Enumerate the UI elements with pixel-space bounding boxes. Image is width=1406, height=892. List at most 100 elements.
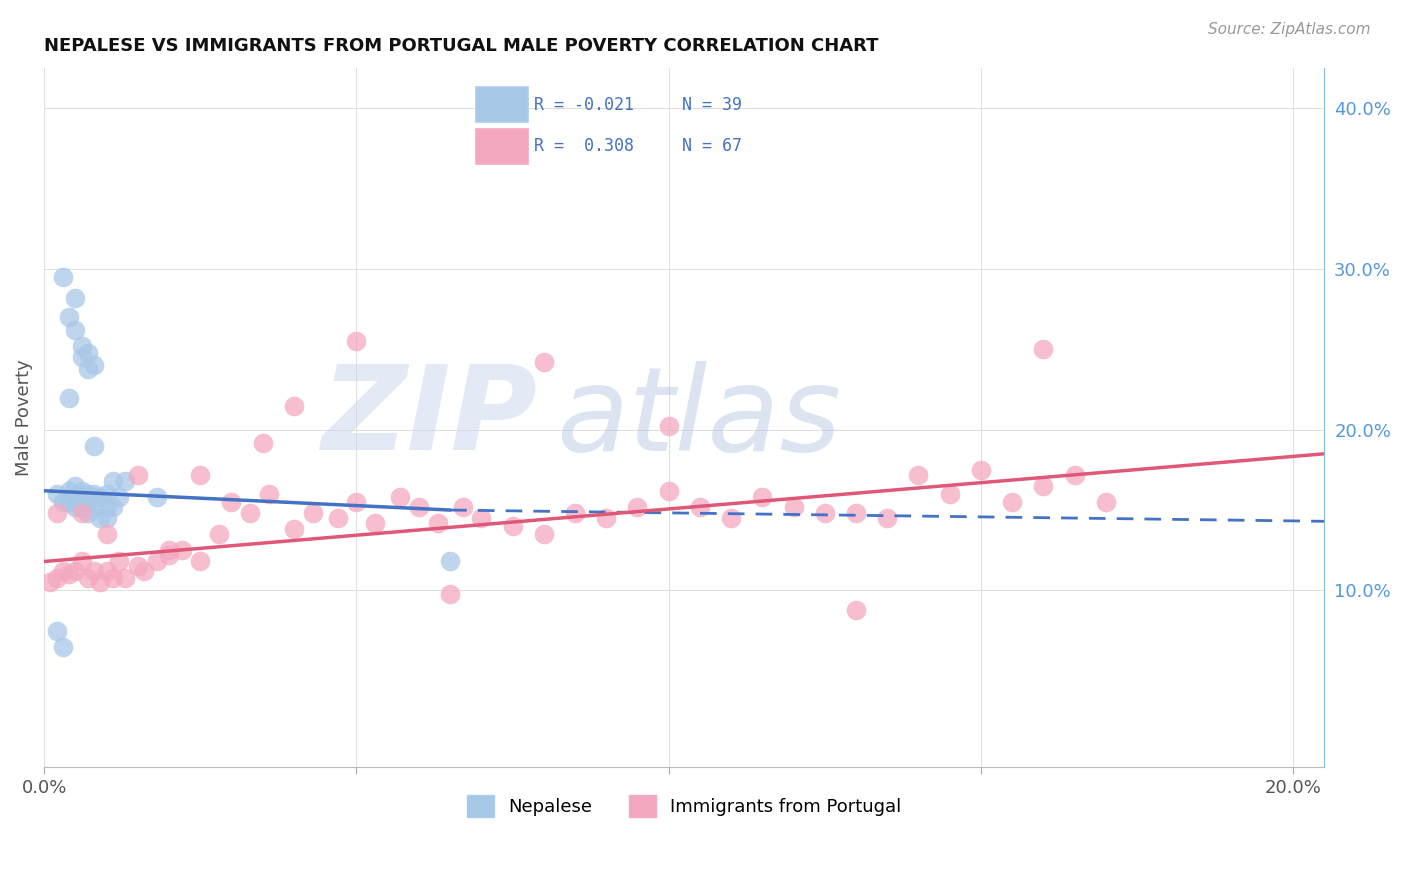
Point	[58, 483, 80, 498]
Point	[58, 495, 80, 509]
Point	[907, 467, 929, 482]
Point	[65, 564, 87, 578]
Point	[45, 487, 67, 501]
Point	[76, 345, 98, 359]
Point	[1001, 495, 1024, 509]
Point	[470, 511, 492, 525]
Point	[52, 269, 75, 284]
Point	[89, 490, 111, 504]
Point	[96, 500, 118, 514]
Text: Source: ZipAtlas.com: Source: ZipAtlas.com	[1208, 22, 1371, 37]
Point	[83, 564, 105, 578]
Point	[364, 516, 387, 530]
Point	[70, 339, 93, 353]
Point	[782, 500, 804, 514]
Point	[439, 587, 461, 601]
Point	[689, 500, 711, 514]
Point	[70, 351, 93, 365]
Point	[751, 490, 773, 504]
Point	[595, 511, 617, 525]
Point	[301, 506, 323, 520]
Point	[65, 479, 87, 493]
Point	[58, 310, 80, 325]
Point	[108, 490, 131, 504]
Point	[65, 500, 87, 514]
Point	[65, 490, 87, 504]
Y-axis label: Male Poverty: Male Poverty	[15, 359, 32, 476]
Point	[45, 570, 67, 584]
Point	[101, 570, 124, 584]
Point	[83, 439, 105, 453]
Point	[52, 495, 75, 509]
Point	[70, 500, 93, 514]
Point	[1094, 495, 1116, 509]
Point	[83, 359, 105, 373]
Point	[45, 624, 67, 638]
Point	[89, 575, 111, 590]
Point	[83, 487, 105, 501]
Point	[252, 435, 274, 450]
Point	[1063, 467, 1085, 482]
Point	[83, 500, 105, 514]
Point	[96, 511, 118, 525]
Text: ZIP: ZIP	[321, 360, 537, 475]
Text: atlas: atlas	[557, 360, 841, 475]
Point	[96, 564, 118, 578]
Point	[45, 506, 67, 520]
Point	[408, 500, 430, 514]
Point	[145, 490, 167, 504]
Point	[70, 490, 93, 504]
Point	[145, 554, 167, 568]
Point	[326, 511, 349, 525]
Point	[127, 559, 149, 574]
Point	[845, 506, 868, 520]
Point	[439, 554, 461, 568]
Point	[70, 483, 93, 498]
Point	[96, 527, 118, 541]
Point	[658, 483, 681, 498]
Point	[76, 495, 98, 509]
Point	[70, 506, 93, 520]
Point	[188, 467, 211, 482]
Point	[970, 463, 993, 477]
Point	[70, 554, 93, 568]
Point	[451, 500, 474, 514]
Point	[283, 399, 305, 413]
Point	[76, 506, 98, 520]
Point	[257, 487, 280, 501]
Text: NEPALESE VS IMMIGRANTS FROM PORTUGAL MALE POVERTY CORRELATION CHART: NEPALESE VS IMMIGRANTS FROM PORTUGAL MAL…	[44, 37, 879, 55]
Point	[132, 564, 155, 578]
Point	[108, 554, 131, 568]
Point	[76, 570, 98, 584]
Point	[89, 511, 111, 525]
Point	[157, 543, 180, 558]
Point	[52, 564, 75, 578]
Point	[658, 419, 681, 434]
Point	[76, 361, 98, 376]
Point	[127, 467, 149, 482]
Point	[101, 500, 124, 514]
Point	[101, 474, 124, 488]
Point	[157, 548, 180, 562]
Point	[96, 487, 118, 501]
Point	[58, 567, 80, 582]
Legend: Nepalese, Immigrants from Portugal: Nepalese, Immigrants from Portugal	[460, 789, 908, 825]
Point	[720, 511, 742, 525]
Point	[170, 543, 193, 558]
Point	[1032, 479, 1054, 493]
Point	[876, 511, 898, 525]
Point	[239, 506, 262, 520]
Point	[533, 527, 555, 541]
Point	[188, 554, 211, 568]
Point	[39, 575, 62, 590]
Point	[502, 519, 524, 533]
Point	[114, 570, 136, 584]
Point	[1032, 343, 1054, 357]
Point	[938, 487, 960, 501]
Point	[344, 334, 367, 349]
Point	[65, 323, 87, 337]
Point	[814, 506, 837, 520]
Point	[208, 527, 231, 541]
Point	[344, 495, 367, 509]
Point	[389, 490, 412, 504]
